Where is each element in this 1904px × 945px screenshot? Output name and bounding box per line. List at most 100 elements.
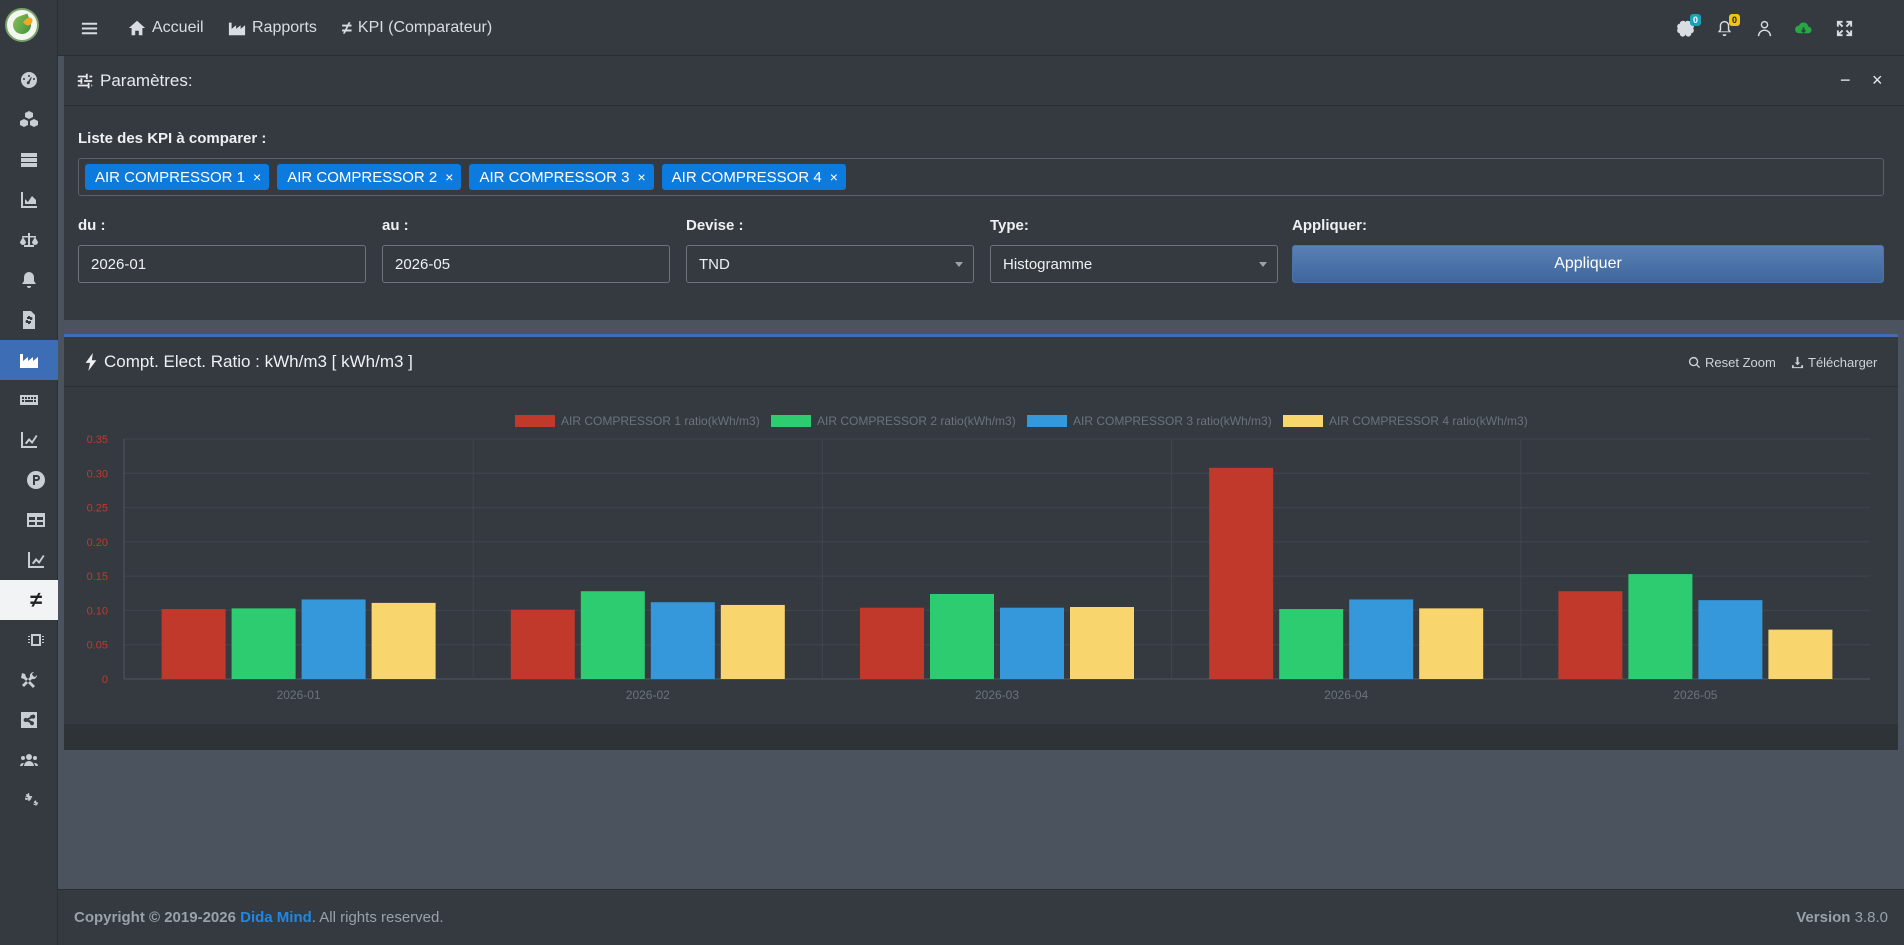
sidebar-item-share[interactable] [0,700,58,740]
version-value: 3.8.0 [1854,909,1888,926]
sidebar-item-settings[interactable] [0,780,58,820]
y-tick-label: 0.05 [87,640,108,652]
nav-link-accueil-label: Accueil [152,19,204,36]
tools-icon [21,671,38,688]
dropdown-caret-icon [955,262,963,267]
sidebar-item-tools[interactable] [0,660,58,700]
kpi-tag: AIR COMPRESSOR 3 × [469,164,654,190]
copyright-text: Copyright © 2019-2026 [74,909,236,926]
bar [161,609,226,679]
bar [301,599,366,679]
bar [860,607,924,679]
home-icon [128,20,146,36]
type-select[interactable]: Histogramme [990,245,1278,283]
bar [1698,600,1763,679]
sidebar-item-line-chart[interactable] [0,420,58,460]
invoice-icon [23,311,35,329]
sidebar-item-chip[interactable] [0,620,58,660]
kpi-tag-label: AIR COMPRESSOR 3 [479,168,630,186]
apply-button[interactable]: Appliquer [1292,245,1884,283]
nav-link-kpi-label: KPI (Comparateur) [357,19,493,36]
bar [580,591,645,679]
download-button[interactable]: Télécharger [1791,355,1877,370]
to-date-input[interactable]: 2026-05 [382,245,670,283]
sidebar-item-area-chart[interactable] [0,180,58,220]
currency-label: Devise : [686,217,744,234]
bar [1628,574,1693,679]
from-date-label: du : [78,217,106,234]
x-tick-label: 2026-02 [626,688,670,702]
kpi-tag-remove[interactable]: × [829,169,838,185]
fullscreen-button[interactable] [1833,17,1855,39]
brain-icon [1676,20,1694,37]
bar [1209,467,1274,679]
sidebar-item-users[interactable] [0,740,58,780]
user-profile-button[interactable] [1753,17,1775,39]
line-chart-icon [21,432,38,448]
app-logo[interactable] [5,8,39,42]
cogs-icon [25,793,39,806]
line-chart-icon [28,552,45,568]
bell-icon [22,272,36,288]
cloud-sync-button[interactable] [1792,17,1814,39]
sidebar-item-industry[interactable] [0,340,58,380]
sidebar-item-kpi-comparator[interactable]: ≠ [0,580,58,620]
sidebar-item-table[interactable] [0,500,58,540]
brand-link[interactable]: Dida Mind [240,909,312,926]
currency-value: TND [699,255,730,273]
currency-select[interactable]: TND [686,245,974,283]
reset-zoom-button[interactable]: Reset Zoom [1688,355,1776,370]
parameters-header: Paramètres: [64,56,1904,106]
kpi-multiselect[interactable]: AIR COMPRESSOR 1 × AIR COMPRESSOR 2 × AIR … [78,158,1884,196]
legend-swatch [515,415,555,427]
kpi-tag-label: AIR COMPRESSOR 4 [671,168,822,186]
table-icon [27,513,45,527]
balance-scale-icon [20,233,38,247]
kpi-tag: AIR COMPRESSOR 4 × [661,164,846,190]
nav-link-accueil[interactable]: Accueil [128,0,204,56]
nav-link-rapports[interactable]: Rapports [228,0,317,56]
sidebar-item-server[interactable] [0,140,58,180]
sidebar-item-cubes[interactable] [0,100,58,140]
bar [1070,607,1134,679]
brain-badge: 0 [1689,14,1701,26]
sidebar-item-parking[interactable] [0,460,58,500]
y-tick-label: 0.10 [87,605,108,617]
sidebar-item-balance[interactable] [0,220,58,260]
bar [1768,629,1833,679]
legend-swatch [1027,415,1067,427]
sidebar-item-alerts[interactable] [0,260,58,300]
sidebar-item-invoice[interactable] [0,300,58,340]
nav-link-rapports-label: Rapports [252,19,317,36]
kpi-tag-remove[interactable]: × [637,169,646,185]
sidebar-item-dashboard[interactable] [0,60,58,100]
not-equal-icon: ≠ [342,17,352,38]
chart-footer [64,724,1898,750]
version-label: Version [1796,909,1851,926]
y-tick-label: 0.15 [87,571,108,583]
bar [1419,608,1484,679]
notifications-button[interactable]: 0 [1713,14,1740,39]
x-tick-label: 2026-04 [1324,688,1368,702]
hamburger-menu-button[interactable] [78,17,100,39]
from-date-input[interactable]: 2026-01 [78,245,366,283]
legend-swatch [1283,415,1323,427]
apply-label: Appliquer: [1292,217,1367,234]
kpi-tag-remove[interactable]: × [253,169,262,185]
close-button[interactable]: × [1872,70,1883,90]
sidebar-item-trend[interactable] [0,540,58,580]
legend-label: AIR COMPRESSOR 1 ratio(kWh/m3) [561,414,760,428]
kpi-tag: AIR COMPRESSOR 2 × [277,164,462,190]
share-icon [21,712,37,728]
chart-header: Compt. Elect. Ratio : kWh/m3 [ kWh/m3 ] … [64,337,1898,387]
type-value: Histogramme [1003,255,1093,273]
kpi-tag-remove[interactable]: × [445,169,454,185]
minimize-button[interactable]: − [1840,70,1851,90]
kpi-list-label: Liste des KPI à comparer : [78,130,267,147]
nav-link-kpi[interactable]: ≠ KPI (Comparateur) [342,0,492,56]
sidebar-item-keyboard[interactable] [0,380,58,420]
rights-text: . All rights reserved. [311,909,444,926]
ai-brain-button[interactable]: 0 [1674,14,1701,39]
server-icon [21,153,37,167]
to-date-value: 2026-05 [395,255,451,273]
